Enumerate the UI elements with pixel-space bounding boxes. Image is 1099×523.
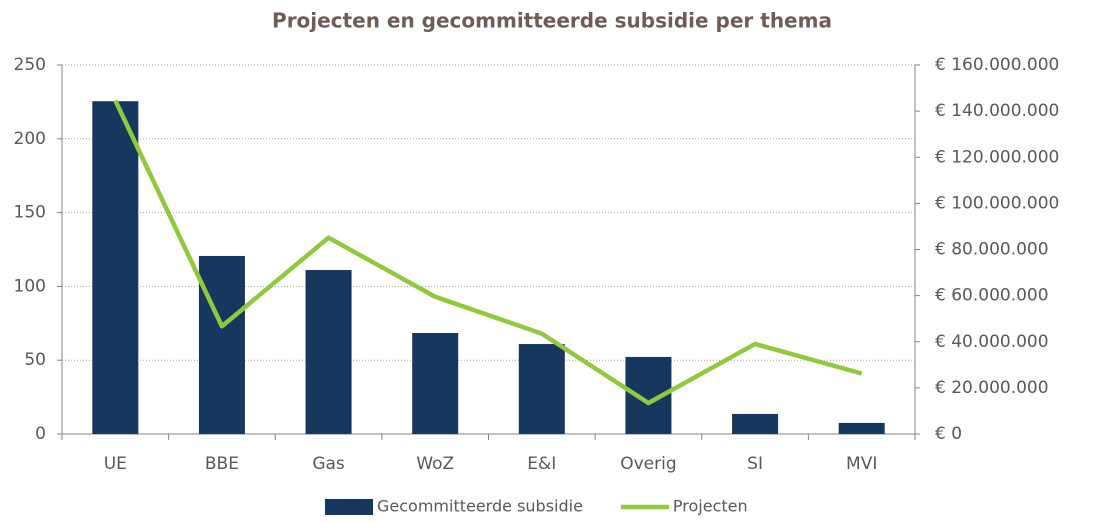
x-tick-label: SI xyxy=(747,454,763,474)
x-tick-label: UE xyxy=(104,454,127,474)
bar xyxy=(198,255,245,434)
y-tick-label: 200 xyxy=(14,129,46,149)
x-tick-label: WoZ xyxy=(416,454,454,474)
line xyxy=(113,99,863,406)
y-tick-label: 50 xyxy=(24,350,46,370)
x-tick-label: MVI xyxy=(846,454,877,474)
bar xyxy=(92,101,139,434)
bar xyxy=(412,332,459,434)
x-tick-label: E&I xyxy=(527,454,556,474)
y2-tick-label: € 20.000.000 xyxy=(935,378,1049,398)
legend-label: Projecten xyxy=(673,497,748,516)
y-tick-label: 100 xyxy=(14,276,46,296)
bar xyxy=(838,422,885,434)
bar xyxy=(732,413,779,434)
x-tick-label: Overig xyxy=(620,454,676,474)
legend-swatch xyxy=(325,499,373,515)
x-tick-label: Gas xyxy=(312,454,345,474)
y2-tick-label: € 140.000.000 xyxy=(935,101,1059,121)
y2-tick-label: € 120.000.000 xyxy=(935,147,1059,167)
y2-tick-label: € 40.000.000 xyxy=(935,332,1049,352)
y2-tick-label: € 0 xyxy=(935,424,962,444)
bar xyxy=(305,270,352,434)
x-tick-label: BBE xyxy=(205,454,239,474)
y2-tick-label: € 160.000.000 xyxy=(935,55,1059,75)
chart-title: Projecten en gecommitteerde subsidie per… xyxy=(272,9,832,33)
y-tick-label: 150 xyxy=(14,203,46,223)
y-tick-label: 0 xyxy=(35,424,46,444)
y2-tick-label: € 60.000.000 xyxy=(935,286,1049,306)
y2-tick-label: € 80.000.000 xyxy=(935,240,1049,260)
y-tick-label: 250 xyxy=(14,55,46,75)
bar xyxy=(518,344,565,434)
legend-label: Gecommitteerde subsidie xyxy=(377,497,583,516)
y2-tick-label: € 100.000.000 xyxy=(935,193,1059,213)
